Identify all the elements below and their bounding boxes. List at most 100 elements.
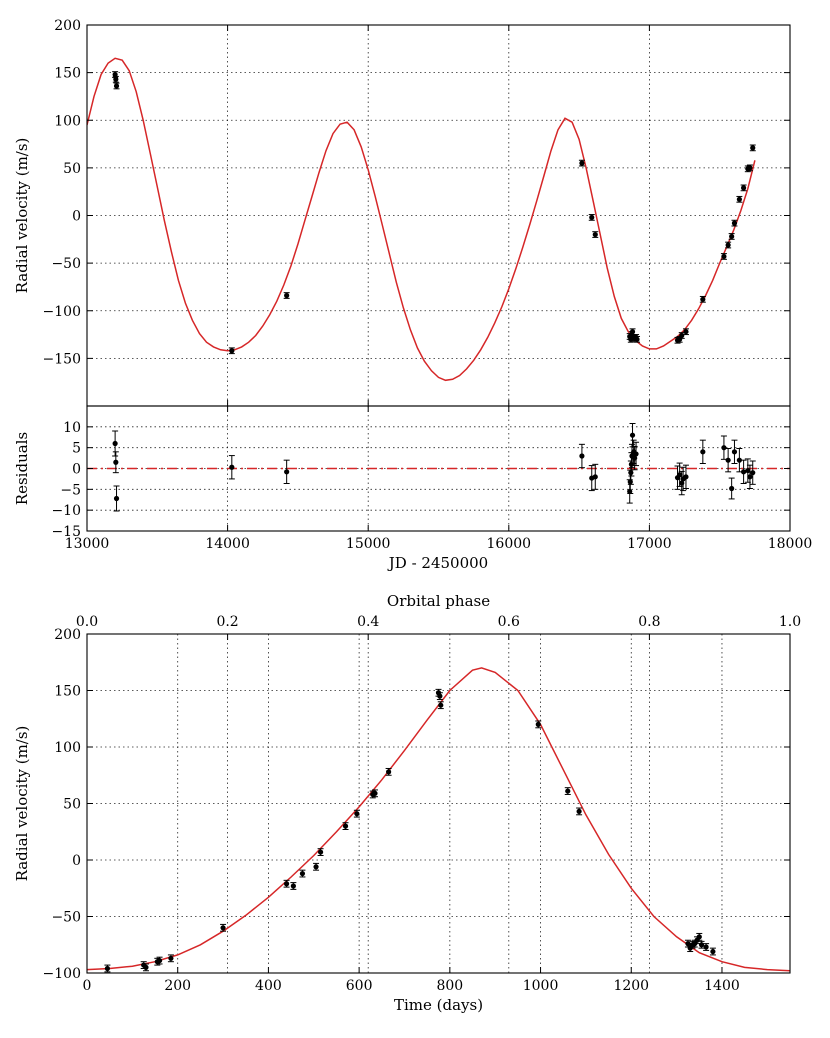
- data-point: [229, 464, 235, 470]
- y-tick-label: 200: [54, 627, 81, 643]
- data-point: [113, 459, 119, 465]
- data-point: [721, 253, 727, 260]
- data-point: [576, 808, 582, 815]
- x-axis-title: JD - 2450000: [387, 554, 488, 572]
- data-point: [592, 231, 598, 238]
- data-point: [104, 965, 111, 972]
- data-point: [700, 296, 706, 302]
- y-tick-label: −50: [51, 256, 81, 272]
- x-axis-title: Time (days): [394, 996, 483, 1014]
- x-tick-label: 14000: [205, 536, 250, 552]
- y-axis-title: Residuals: [13, 432, 31, 505]
- data-point: [736, 196, 742, 202]
- x-tick-label: 13000: [65, 536, 110, 552]
- data-point: [317, 849, 324, 855]
- data-point: [113, 83, 120, 89]
- data-point: [633, 451, 639, 457]
- data-point: [725, 242, 731, 248]
- data-point: [354, 811, 360, 817]
- data-point: [747, 165, 753, 171]
- y-tick-label: −150: [43, 351, 81, 367]
- panel-phase-folded: −100 −50 0 50 100 150 200 0 200 400 600 800 1000 1200…: [13, 592, 801, 1014]
- x-tick-label: 1000: [523, 978, 559, 994]
- x-tick-label: 16000: [487, 536, 532, 552]
- y-tick-label: 50: [63, 797, 81, 813]
- data-point: [750, 470, 756, 476]
- data-point: [592, 474, 598, 480]
- y-tick-label: 50: [63, 161, 81, 177]
- x-tick-label: 600: [346, 978, 373, 994]
- y-tick-label: −15: [51, 524, 81, 540]
- y-tick-label: 150: [54, 66, 81, 82]
- data-point: [628, 470, 634, 476]
- data-point: [437, 693, 443, 699]
- data-point: [725, 457, 731, 463]
- top-x-axis-title: Orbital phase: [387, 592, 490, 610]
- y-tick-label: 5: [72, 441, 81, 457]
- y-tick-label: 100: [54, 113, 81, 129]
- data-point: [750, 145, 756, 151]
- data-point: [143, 964, 149, 970]
- top-x-tick-label: 0.8: [638, 614, 660, 630]
- data-point: [677, 472, 683, 478]
- data-point: [579, 453, 585, 459]
- x-tick-label: 17000: [627, 536, 672, 552]
- data-point: [113, 495, 120, 502]
- data-point: [290, 883, 296, 889]
- data-point: [741, 185, 747, 191]
- data-point: [731, 220, 738, 226]
- data-point: [731, 449, 738, 455]
- data-point: [627, 479, 633, 485]
- data-point: [703, 944, 709, 950]
- x-tick-label: 800: [436, 978, 463, 994]
- data-point: [342, 823, 349, 829]
- data-point: [283, 881, 290, 887]
- data-point: [589, 214, 595, 221]
- data-point: [112, 440, 118, 447]
- data-point: [229, 348, 235, 354]
- top-x-tick-label: 0.6: [498, 614, 520, 630]
- x-tick-label: 1200: [613, 978, 649, 994]
- data-point: [386, 769, 392, 775]
- top-x-tick-label: 0.0: [76, 614, 98, 630]
- data-point: [438, 702, 444, 708]
- data-point: [721, 445, 727, 451]
- data-point: [741, 469, 747, 475]
- y-tick-label: 150: [54, 684, 81, 700]
- data-point: [634, 336, 640, 342]
- data-point: [629, 432, 636, 438]
- data-point: [683, 474, 689, 480]
- y-tick-label: −10: [51, 503, 81, 519]
- y-tick-label: 10: [63, 420, 81, 436]
- panel-residuals: −15 −10 −5 0 5 10 13000 14000 15000 16000 17000 180…: [13, 405, 813, 572]
- x-tick-label: 15000: [346, 536, 391, 552]
- data-point: [747, 474, 753, 480]
- model-curve: [87, 667, 790, 972]
- data-point: [736, 457, 742, 463]
- y-tick-label: 100: [54, 740, 81, 756]
- y-axis-title: Radial velocity (m/s): [13, 138, 31, 294]
- x-tick-label: 0: [83, 978, 92, 994]
- y-axis-title: Radial velocity (m/s): [13, 726, 31, 882]
- x-tick-label: 18000: [768, 536, 813, 552]
- y-tick-label: −100: [43, 966, 81, 982]
- data-point: [627, 488, 633, 495]
- data-point: [565, 788, 571, 794]
- data-point: [220, 925, 226, 931]
- top-x-tick-label: 0.4: [357, 614, 379, 630]
- data-point: [113, 76, 119, 82]
- y-tick-label: −5: [60, 482, 81, 498]
- data-point: [156, 957, 163, 964]
- data-point: [112, 71, 118, 78]
- y-tick-label: 0: [72, 209, 81, 225]
- y-tick-label: −100: [43, 304, 81, 320]
- x-tick-label: 400: [255, 978, 282, 994]
- panel-rv-time-series: −150 −100 −50 0 50 100 150 200 Radial velocity (…: [13, 18, 791, 407]
- data-point: [700, 449, 706, 455]
- data-point: [284, 292, 290, 299]
- data-point: [168, 955, 174, 961]
- y-tick-label: −50: [51, 910, 81, 926]
- data-point: [729, 485, 735, 492]
- x-tick-label: 1400: [704, 978, 740, 994]
- top-x-tick-label: 1.0: [779, 614, 801, 630]
